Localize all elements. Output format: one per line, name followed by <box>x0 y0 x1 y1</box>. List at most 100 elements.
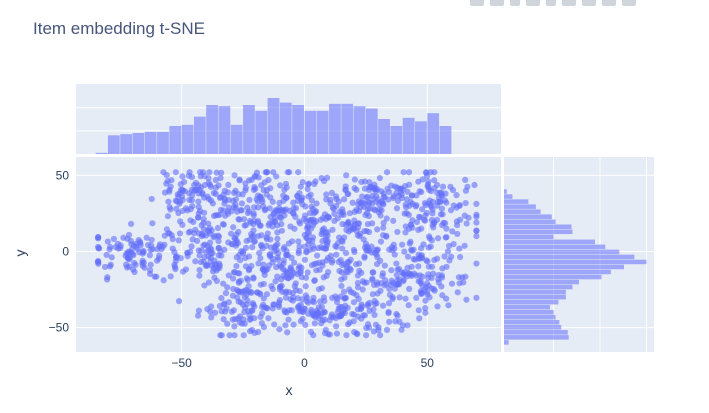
scatter-point <box>423 172 431 180</box>
scatter-point <box>296 287 303 295</box>
scatter-point <box>305 299 312 306</box>
zoom-icon[interactable] <box>490 0 504 6</box>
scatter-point <box>148 236 155 244</box>
autoscale-icon[interactable] <box>602 0 616 6</box>
scatter-point <box>343 332 350 339</box>
scatter-point <box>95 257 102 265</box>
scatter-point <box>404 253 412 260</box>
marginal-x-bar <box>329 103 341 154</box>
scatter-point <box>246 236 253 243</box>
scatter-point <box>269 255 276 263</box>
scatter-point <box>346 319 353 326</box>
scatter-point <box>254 192 262 199</box>
scatter-point <box>326 331 333 338</box>
scatter-point <box>156 252 163 259</box>
scatter-point <box>320 294 328 301</box>
scatter-point <box>396 318 403 325</box>
scatter-point <box>370 269 377 276</box>
scatter-point <box>294 193 301 200</box>
scatter-point <box>422 305 429 312</box>
lasso-select-icon[interactable] <box>526 0 540 6</box>
scatter-point <box>245 267 253 274</box>
scatter-point <box>321 316 328 323</box>
scatter-point <box>431 169 438 176</box>
scatter-point <box>379 200 387 207</box>
scatter-point <box>235 216 242 223</box>
scatter-point <box>291 259 298 266</box>
scatter-point <box>398 191 405 198</box>
box-select-icon[interactable] <box>546 0 556 6</box>
scatter-point <box>270 301 278 308</box>
marginal-x-bar <box>181 124 194 154</box>
scatter-point <box>354 220 362 227</box>
scatter-point <box>305 240 312 248</box>
pan-icon[interactable] <box>510 0 520 6</box>
scatter-point <box>388 267 395 274</box>
scatter-point <box>263 191 270 198</box>
scatter-point <box>320 177 328 185</box>
scatter-point <box>168 177 175 184</box>
scatter-point <box>306 217 313 224</box>
scatter-point <box>393 205 401 212</box>
scatter-point <box>250 210 257 217</box>
scatter-point <box>290 205 297 212</box>
marginal-y-bar <box>504 304 550 310</box>
scatter-point <box>225 299 232 306</box>
scatter-point <box>242 187 249 194</box>
scatter-point <box>393 310 400 318</box>
scatter-point <box>248 307 255 314</box>
zoom-in-icon[interactable] <box>562 0 576 6</box>
scatter-point <box>350 246 358 254</box>
scatter-point <box>299 178 306 186</box>
camera-icon[interactable] <box>470 0 484 6</box>
reset-axes-icon[interactable] <box>622 0 636 6</box>
scatter-point <box>325 269 332 276</box>
scatter-point <box>454 289 461 296</box>
scatter-point <box>280 197 287 204</box>
scatter-point <box>259 310 266 317</box>
scatter-point <box>308 262 316 269</box>
scatter-point <box>285 316 292 323</box>
scatter-point <box>233 263 240 270</box>
scatter-point <box>411 256 419 263</box>
scatter-point <box>103 276 111 283</box>
scatter-point <box>186 190 193 197</box>
scatter-point <box>166 186 173 193</box>
scatter-point <box>257 255 264 262</box>
scatter-point <box>248 326 256 334</box>
scatter-point <box>285 240 292 247</box>
scatter-point <box>342 294 349 302</box>
scatter-point <box>333 323 340 330</box>
scatter-point <box>289 290 296 297</box>
marginal-y-bar <box>504 214 552 219</box>
scatter-point <box>234 240 242 247</box>
scatter-point <box>254 289 261 296</box>
zoom-out-icon[interactable] <box>582 0 596 6</box>
scatter-point <box>230 285 237 293</box>
scatter-point <box>276 303 283 310</box>
scatter-point <box>241 308 248 316</box>
scatter-point <box>315 286 323 293</box>
chart-title: Item embedding t-SNE <box>33 19 205 38</box>
marginal-y-bar <box>504 249 620 255</box>
scatter-point <box>377 257 384 264</box>
scatter-point <box>258 242 265 250</box>
scatter-point <box>271 321 278 328</box>
marginal-y-bar <box>504 199 529 204</box>
scatter-point <box>274 241 281 248</box>
scatter-point <box>224 320 231 327</box>
scatter-point <box>340 288 348 295</box>
scatter-point <box>400 169 407 176</box>
scatter-point <box>473 211 480 218</box>
scatter-point <box>177 255 184 262</box>
scatter-point <box>286 169 293 176</box>
scatter-point <box>450 202 457 209</box>
scatter-point <box>361 178 369 185</box>
scatter-point <box>186 196 193 204</box>
scatter-point <box>196 266 203 274</box>
scatter-point <box>169 245 176 252</box>
scatter-point <box>225 272 232 279</box>
scatter-point <box>431 256 438 264</box>
scatter-point <box>175 237 182 244</box>
scatter-point <box>205 279 213 286</box>
